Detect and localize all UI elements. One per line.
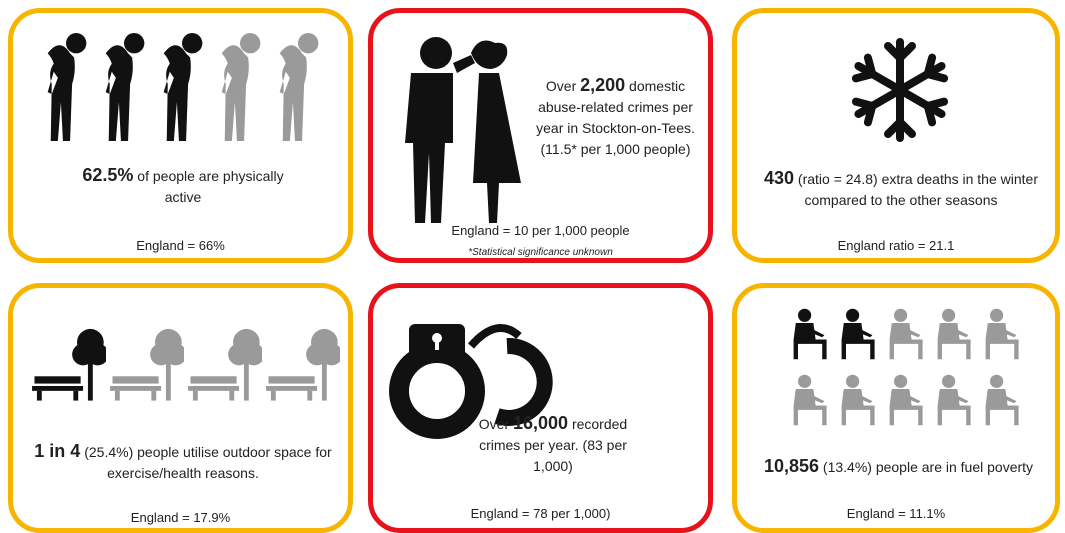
text: of people are physically active	[133, 168, 284, 205]
park-icons	[32, 328, 340, 401]
highlight: 1 in 4	[34, 441, 81, 461]
comparison: England = 10 per 1,000 people	[451, 223, 630, 238]
stat-text: Over 2,200 domestic abuse-related crimes…	[523, 75, 708, 160]
stat-text: Over 16,000 recorded crimes per year. (8…	[468, 413, 638, 477]
text: Over	[478, 416, 513, 432]
highlight: 430	[763, 168, 795, 188]
text: (13.4%) people are in fuel poverty	[819, 459, 1034, 475]
fuel-poverty-icons	[793, 308, 1019, 426]
text: (25.4%) people utilise outdoor space for…	[80, 444, 332, 481]
card: 62.5% of people are physically active En…	[8, 8, 353, 263]
text: Over	[545, 78, 581, 94]
highlight: 62.5%	[82, 165, 134, 185]
couple-icon	[405, 37, 521, 223]
stat-text: 1 in 4 (25.4%) people utilise outdoor sp…	[33, 441, 333, 484]
text: domestic abuse-related crimes per year i…	[536, 78, 695, 157]
comparison: England = 17.9%	[130, 510, 231, 525]
text: recorded crimes per year. (83 per 1,000)	[479, 416, 628, 474]
highlight: 10,856	[763, 456, 820, 476]
snowflake-icon	[845, 38, 955, 145]
handcuffs-icon	[389, 324, 553, 439]
highlight: 2,200	[580, 75, 626, 95]
footnote: *Statistical significance unknown	[468, 247, 613, 258]
comparison: England ratio = 21.1	[837, 238, 955, 253]
comparison: England = 78 per 1,000)	[470, 506, 611, 521]
comparison: England = 11.1%	[846, 506, 946, 521]
stat-text: 62.5% of people are physically active	[73, 165, 293, 208]
card: Over 2,200 domestic abuse-related crimes…	[368, 8, 713, 263]
highlight: 16,000	[513, 413, 569, 433]
activity-icons	[47, 33, 319, 141]
card: 1 in 4 (25.4%) people utilise outdoor sp…	[8, 283, 353, 533]
stat-text: 10,856 (13.4%) people are in fuel povert…	[742, 456, 1055, 478]
card: 430 (ratio = 24.8) extra deaths in the w…	[732, 8, 1060, 263]
card: 10,856 (13.4%) people are in fuel povert…	[732, 283, 1060, 533]
card: Over 16,000 recorded crimes per year. (8…	[368, 283, 713, 533]
stat-text: 430 (ratio = 24.8) extra deaths in the w…	[762, 168, 1040, 211]
text: (ratio = 24.8) extra deaths in the winte…	[794, 171, 1038, 208]
comparison: England = 66%	[136, 238, 225, 253]
